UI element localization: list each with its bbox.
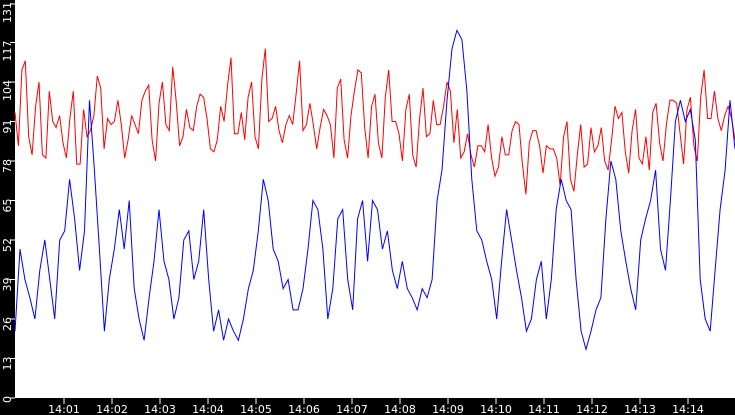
plot-area: [15, 0, 735, 398]
red-series-line: [14, 48, 735, 195]
y-tick-label: 0: [1, 396, 14, 403]
y-tick-label: 78: [1, 159, 14, 173]
x-tick-label: 14:07: [336, 403, 368, 415]
y-tick-label: 39: [1, 278, 14, 292]
blue-series-line: [14, 29, 735, 352]
x-tick-label: 14:10: [480, 403, 512, 415]
x-tick-label: 14:12: [576, 403, 608, 415]
x-tick-label: 14:13: [624, 403, 656, 415]
x-tick-label: 14:09: [432, 403, 464, 415]
x-axis: 14:01 14:02 14:03 14:04 14:05 14:06 14:07 14:08…: [48, 398, 704, 415]
y-tick-label: 117: [1, 41, 14, 62]
x-tick-label: 14:06: [288, 403, 320, 415]
x-tick-label: 14:08: [384, 403, 416, 415]
x-tick-label: 14:05: [240, 403, 272, 415]
y-tick-label: 91: [1, 120, 14, 134]
y-tick-label: 104: [1, 80, 14, 101]
y-tick-label: 52: [1, 238, 14, 252]
y-tick-label: 65: [1, 199, 14, 213]
y-tick-label: 26: [1, 317, 14, 331]
y-tick-label: 131: [1, 2, 14, 23]
x-tick-label: 14:14: [672, 403, 704, 415]
y-tick-label: 13: [1, 357, 14, 371]
x-tick-label: 14:02: [96, 403, 128, 415]
y-axis: 0 13 26 39 52 65 78 91 104 117 131: [1, 2, 15, 403]
x-tick-label: 14:03: [144, 403, 176, 415]
x-tick-label: 14:04: [192, 403, 224, 415]
x-tick-label: 14:01: [48, 403, 80, 415]
x-tick-label: 14:11: [528, 403, 560, 415]
